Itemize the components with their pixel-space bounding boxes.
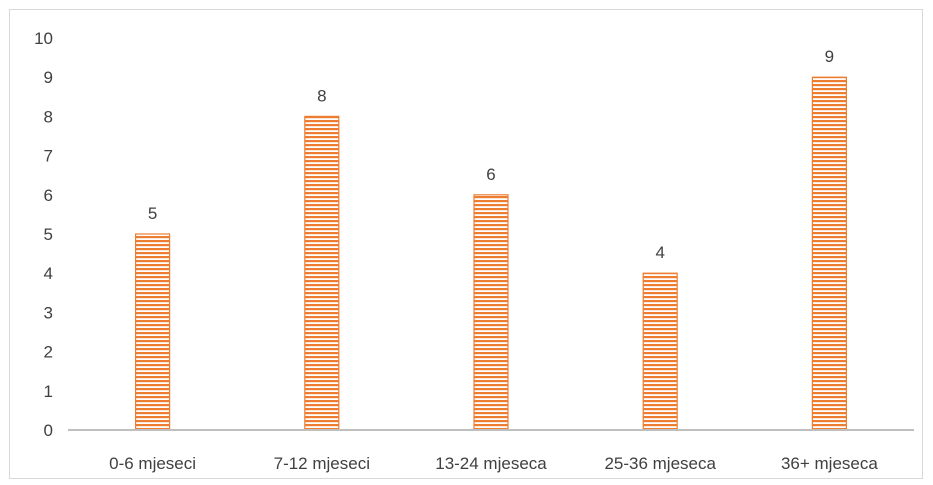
x-tick-label: 13-24 mjeseca (435, 454, 547, 473)
y-tick-label: 10 (34, 29, 53, 48)
x-tick-label: 36+ mjeseca (781, 454, 878, 473)
x-tick-label: 0-6 mjeseci (109, 454, 196, 473)
y-tick-label: 5 (44, 225, 53, 244)
data-label: 9 (825, 47, 834, 66)
y-tick-label: 2 (44, 343, 53, 362)
y-tick-label: 0 (44, 421, 53, 440)
data-label: 8 (317, 86, 326, 105)
bar (304, 115, 340, 431)
bars: 5 8 6 4 9 (135, 47, 848, 431)
y-tick-label: 7 (44, 147, 53, 166)
y-tick-label: 4 (44, 264, 53, 283)
x-tick-label: 7-12 mjeseci (274, 454, 370, 473)
y-tick-label: 3 (44, 303, 53, 322)
y-axis-ticks: 0 1 2 3 4 5 6 7 8 9 10 (34, 29, 53, 440)
bar (642, 272, 678, 431)
x-axis-ticks: 0-6 mjeseci 7-12 mjeseci 13-24 mjeseca 25-3… (109, 454, 878, 473)
bar (135, 233, 171, 431)
y-tick-label: 6 (44, 186, 53, 205)
y-tick-label: 9 (44, 68, 53, 87)
data-label: 4 (655, 243, 664, 262)
x-tick-label: 25-36 mjeseca (604, 454, 716, 473)
bar (473, 194, 509, 431)
data-label: 6 (486, 165, 495, 184)
data-label: 5 (148, 204, 157, 223)
bar (811, 76, 848, 431)
y-tick-label: 1 (44, 382, 53, 401)
y-tick-label: 8 (44, 107, 53, 126)
